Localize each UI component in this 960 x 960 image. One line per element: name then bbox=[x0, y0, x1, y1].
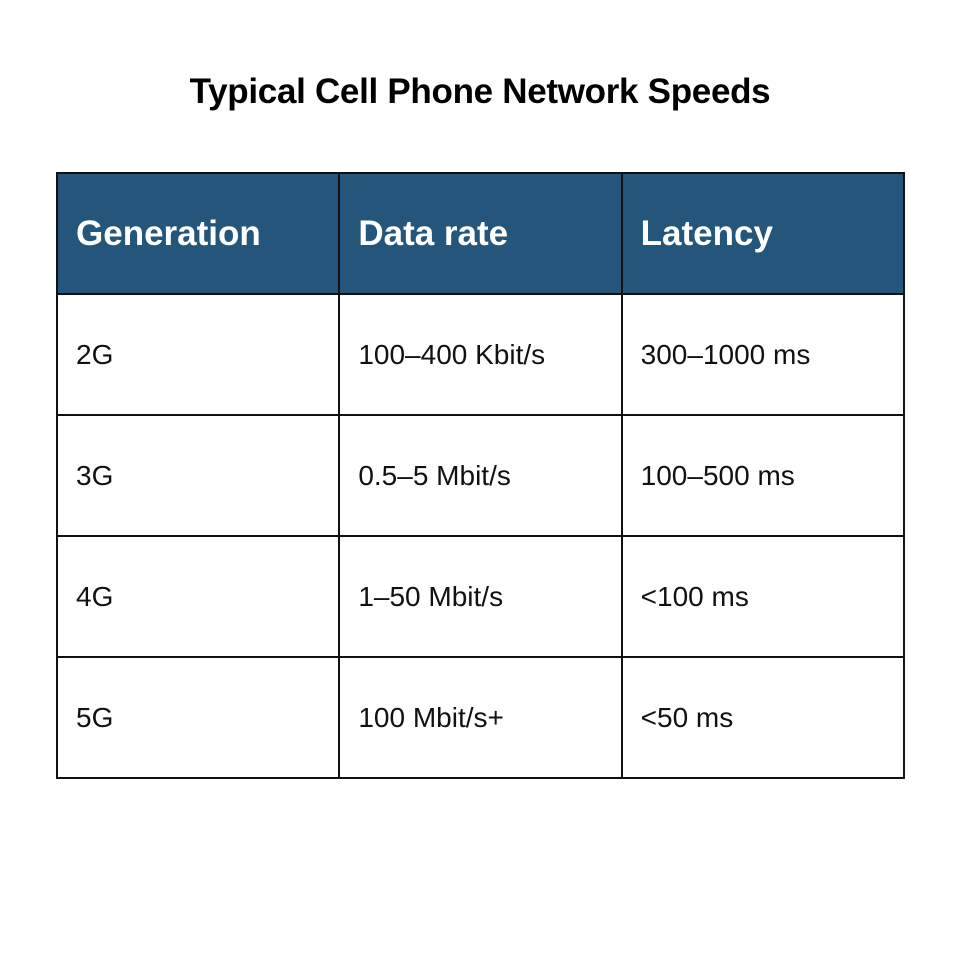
header-data-rate: Data rate bbox=[338, 172, 623, 295]
header-generation: Generation bbox=[55, 172, 341, 295]
page-title: Typical Cell Phone Network Speeds bbox=[189, 72, 771, 111]
table-row: 5G 100 Mbit/s+ <50 ms bbox=[55, 656, 906, 779]
table-row: 2G 100–400 Kbit/s 300–1000 ms bbox=[55, 293, 906, 416]
cell-latency: <100 ms bbox=[620, 535, 906, 658]
cell-generation: 5G bbox=[55, 656, 341, 779]
header-latency: Latency bbox=[620, 172, 906, 295]
cell-generation: 4G bbox=[55, 535, 341, 658]
network-speeds-table: Generation Data rate Latency 2G 100–400 … bbox=[55, 172, 906, 779]
cell-latency: <50 ms bbox=[620, 656, 906, 779]
table-header-row: Generation Data rate Latency bbox=[55, 172, 906, 295]
cell-data-rate: 100–400 Kbit/s bbox=[338, 293, 623, 416]
cell-data-rate: 100 Mbit/s+ bbox=[338, 656, 623, 779]
cell-data-rate: 0.5–5 Mbit/s bbox=[338, 414, 623, 537]
cell-latency: 100–500 ms bbox=[620, 414, 906, 537]
cell-generation: 2G bbox=[55, 293, 341, 416]
cell-latency: 300–1000 ms bbox=[620, 293, 906, 416]
table-row: 4G 1–50 Mbit/s <100 ms bbox=[55, 535, 906, 658]
cell-data-rate: 1–50 Mbit/s bbox=[338, 535, 623, 658]
cell-generation: 3G bbox=[55, 414, 341, 537]
table-row: 3G 0.5–5 Mbit/s 100–500 ms bbox=[55, 414, 906, 537]
